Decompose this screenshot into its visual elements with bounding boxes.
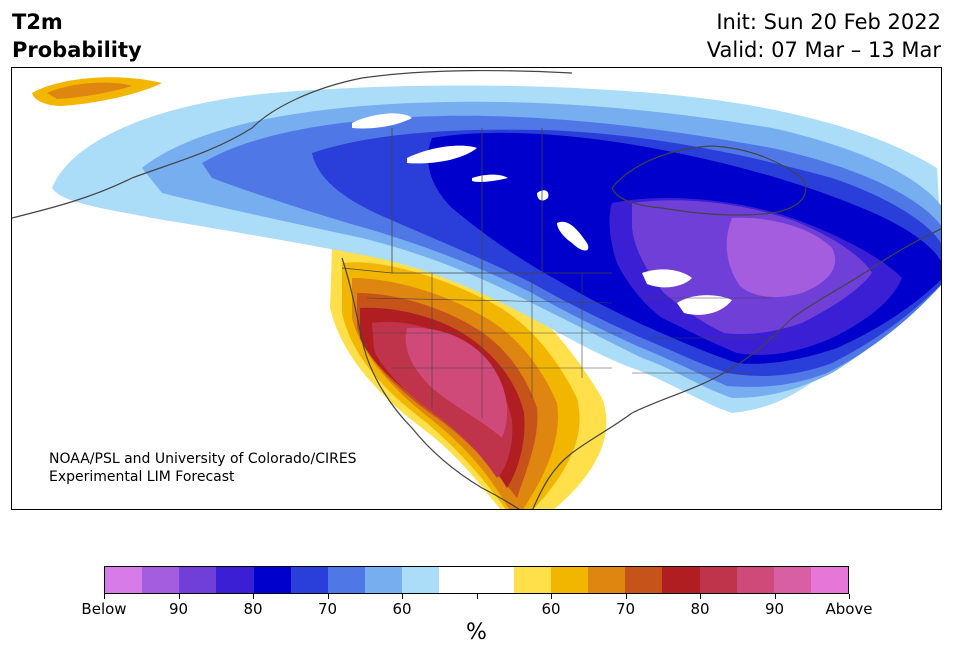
colorbar-segment	[476, 567, 514, 593]
map-canvas	[12, 69, 941, 509]
colorbar-tick	[327, 594, 329, 599]
colorbar-segment	[142, 567, 180, 593]
coastlines-and-borders	[12, 69, 941, 509]
colorbar-tick-label: 60	[392, 600, 412, 618]
colorbar-tick-label: 70	[615, 600, 636, 618]
colorbar-segment	[513, 567, 551, 593]
map-title: T2m Probability	[12, 8, 142, 64]
colorbar-unit: %	[466, 620, 487, 645]
colorbar	[104, 566, 849, 594]
colorbar-labels: Below 90 80 70 60 60 70 80 90 Above	[81, 594, 873, 624]
colorbar-tick	[104, 594, 105, 599]
colorbar-tick-label: 80	[243, 600, 263, 618]
colorbar-tick	[551, 594, 552, 599]
credit-line-2: Experimental LIM Forecast	[49, 469, 235, 485]
colorbar-tick-label: 90	[764, 600, 785, 618]
colorbar-tick-label: 70	[317, 600, 338, 618]
colorbar-tick-label: 60	[541, 600, 561, 618]
colorbar-tick	[476, 594, 478, 599]
colorbar-tick	[402, 594, 403, 599]
below-normal-region	[52, 85, 941, 413]
colorbar-segment	[179, 567, 217, 593]
colorbar-tick-label: 90	[168, 600, 189, 618]
colorbar-segment	[550, 567, 589, 593]
probability-map: NOAA/PSL and University of Colorado/CIRE…	[11, 67, 942, 510]
valid-range: Valid: 07 Mar – 13 Mar	[706, 38, 941, 62]
colorbar-segment	[588, 567, 626, 593]
colorbar-segment	[327, 567, 366, 593]
colorbar-segment	[625, 567, 663, 593]
above-normal-region	[330, 245, 607, 509]
colorbar-segment	[216, 567, 254, 593]
colorbar-tick-label: Above	[825, 600, 873, 618]
colorbar-segment	[439, 567, 477, 593]
colorbar-segment	[662, 567, 700, 593]
colorbar-segment	[290, 567, 328, 593]
colorbar-tick	[700, 594, 701, 599]
colorbar-tick	[625, 594, 627, 599]
colorbar-segment	[365, 567, 403, 593]
colorbar-tick-label: Below	[81, 600, 127, 618]
colorbar-tick	[774, 594, 776, 599]
colorbar-segment	[736, 567, 774, 593]
colorbar-segment	[699, 567, 737, 593]
colorbar-segment	[402, 567, 440, 593]
init-date: Init: Sun 20 Feb 2022	[716, 10, 941, 34]
colorbar-segment	[773, 567, 811, 593]
colorbar-segment	[105, 567, 143, 593]
title-line-2: Probability	[12, 38, 142, 62]
credit-line-1: NOAA/PSL and University of Colorado/CIRE…	[49, 451, 357, 467]
colorbar-tick	[253, 594, 254, 599]
colorbar-segment	[253, 567, 291, 593]
colorbar-tick	[849, 594, 850, 599]
lakes	[352, 113, 732, 315]
colorbar-tick	[178, 594, 180, 599]
credit-text: NOAA/PSL and University of Colorado/CIRE…	[49, 450, 357, 486]
title-line-1: T2m	[12, 10, 63, 34]
colorbar-segment	[810, 567, 849, 593]
colorbar-tick-label: 80	[690, 600, 710, 618]
forecast-dates: Init: Sun 20 Feb 2022 Valid: 07 Mar – 13…	[707, 8, 941, 64]
